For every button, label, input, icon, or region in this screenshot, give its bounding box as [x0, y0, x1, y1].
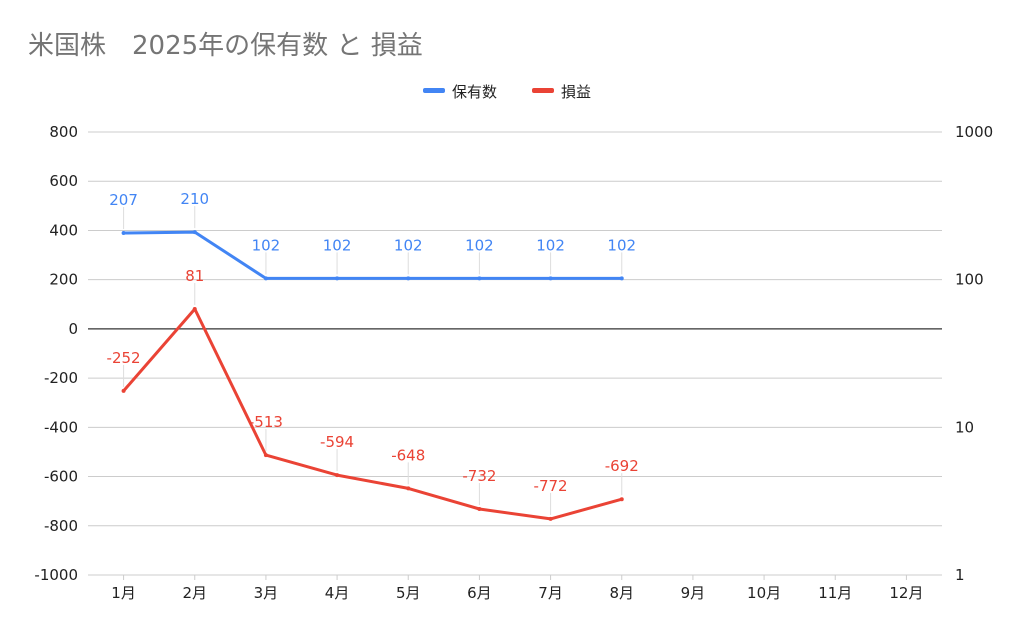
x-axis: 1月 2月 3月 4月 5月 6月 7月 8月 9月 10月 11月 12月 — [111, 575, 923, 602]
left-tick-label: -800 — [44, 517, 78, 535]
holdings-point — [548, 276, 553, 281]
left-tick-label: -1000 — [34, 566, 78, 584]
right-tick-label: 1000 — [955, 123, 993, 141]
right-tick-label: 1 — [955, 566, 965, 584]
holdings-data-label: 102 — [252, 236, 281, 254]
x-tick-label: 5月 — [396, 584, 421, 602]
right-tick-label: 10 — [955, 418, 974, 436]
holdings-point — [335, 276, 340, 281]
left-tick-label: 200 — [49, 271, 78, 289]
x-tick-label: 8月 — [609, 584, 634, 602]
holdings-data-label: 102 — [323, 236, 352, 254]
holdings-point — [477, 276, 482, 281]
pnl-data-label: -513 — [249, 413, 283, 431]
holdings-data-label: 102 — [394, 236, 423, 254]
right-tick-label: 100 — [955, 271, 984, 289]
chart-title: 米国株 2025年の保有数 と 損益 — [28, 31, 423, 61]
pnl-data-label: -648 — [391, 446, 425, 464]
pnl-data-label: -252 — [107, 349, 141, 367]
legend-swatch-holdings — [423, 88, 445, 93]
holdings-point — [263, 276, 268, 281]
holdings-data-label: 102 — [607, 236, 636, 254]
x-tick-label: 12月 — [889, 584, 923, 602]
holdings-data-label: 207 — [109, 191, 138, 209]
left-tick-label: -200 — [44, 369, 78, 387]
left-tick-label: 600 — [49, 172, 78, 190]
pnl-point — [406, 486, 411, 491]
holdings-line — [122, 230, 624, 280]
pnl-data-label: -732 — [462, 467, 496, 485]
left-tick-label: 0 — [68, 320, 78, 338]
pnl-data-label: -692 — [605, 457, 639, 475]
holdings-point — [619, 276, 624, 281]
right-axis: 1000 100 10 1 — [955, 123, 993, 584]
gridlines — [88, 131, 942, 576]
left-axis: 800 600 400 200 0 -200 -400 -600 -800 -1000 — [34, 123, 78, 584]
x-tick-label: 4月 — [325, 584, 350, 602]
holdings-point — [406, 276, 411, 281]
data-labels: 207 210 102 102 102 102 102 102 -252 81 -513 -594 -6… — [107, 190, 639, 515]
pnl-point — [263, 453, 268, 458]
x-tick-label: 6月 — [467, 584, 492, 602]
x-tick-label: 10月 — [747, 584, 781, 602]
pnl-line — [122, 307, 624, 521]
pnl-data-label: -772 — [534, 477, 568, 495]
pnl-point — [121, 388, 126, 393]
left-tick-label: 800 — [49, 123, 78, 141]
left-tick-label: 400 — [49, 221, 78, 239]
pnl-point — [335, 473, 340, 478]
series — [121, 230, 624, 521]
left-tick-label: -600 — [44, 468, 78, 486]
legend-label-pnl: 損益 — [561, 83, 591, 101]
holdings-point — [121, 231, 126, 236]
pnl-data-label: 81 — [185, 267, 204, 285]
pnl-point — [477, 507, 482, 512]
holdings-data-label: 102 — [536, 236, 565, 254]
holdings-data-label: 102 — [465, 236, 494, 254]
legend-label-holdings: 保有数 — [452, 83, 497, 101]
legend: 保有数 損益 — [423, 83, 591, 101]
x-tick-label: 3月 — [254, 584, 279, 602]
holdings-data-label: 210 — [180, 190, 209, 208]
x-tick-label: 7月 — [538, 584, 563, 602]
x-tick-label: 2月 — [182, 584, 207, 602]
pnl-data-label: -594 — [320, 433, 354, 451]
legend-swatch-pnl — [532, 88, 554, 93]
holdings-point — [192, 230, 197, 235]
pnl-point — [192, 306, 197, 311]
x-tick-label: 9月 — [681, 584, 706, 602]
x-tick-label: 11月 — [818, 584, 852, 602]
pnl-point — [548, 516, 553, 521]
pnl-point — [619, 497, 624, 502]
left-tick-label: -400 — [44, 418, 78, 436]
x-tick-label: 1月 — [111, 584, 136, 602]
